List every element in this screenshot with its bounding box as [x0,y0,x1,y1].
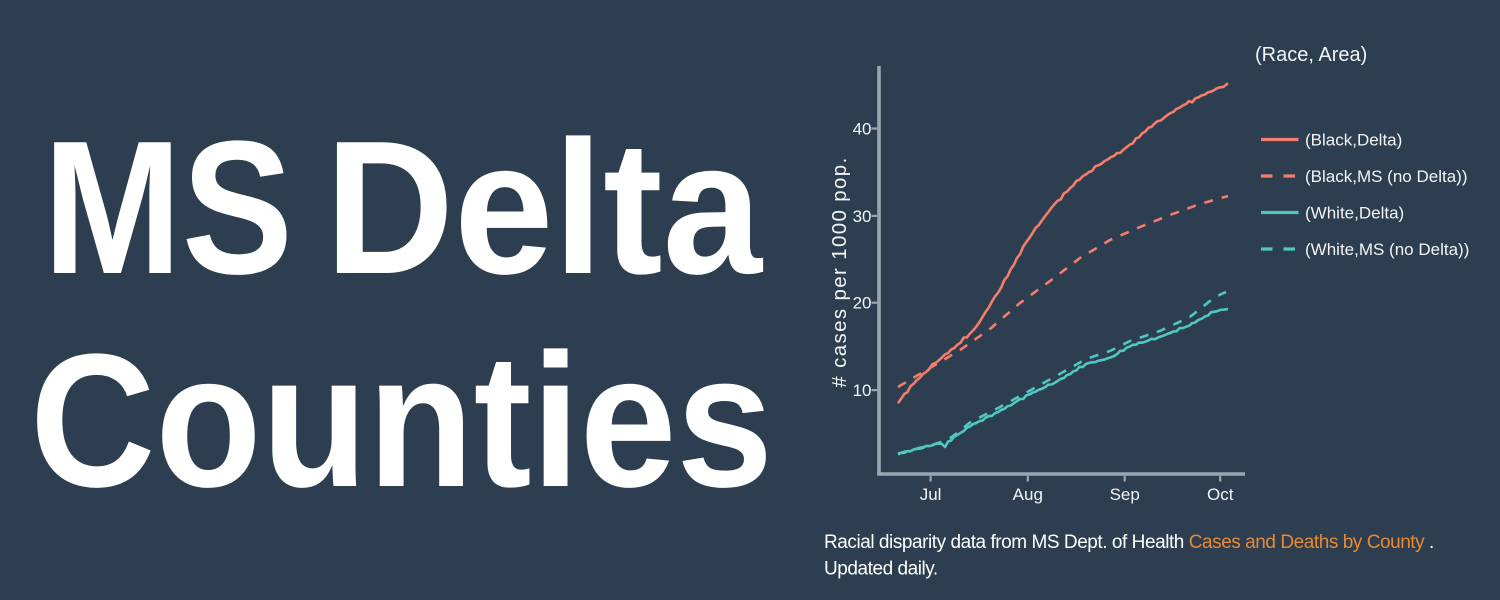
svg-text:Updated daily.: Updated daily. [824,559,938,580]
svg-text:(White,MS (no Delta)): (White,MS (no Delta)) [1305,240,1469,259]
svg-text:10: 10 [853,381,872,400]
svg-text:Delta: Delta [325,102,763,314]
svg-text:(Race, Area): (Race, Area) [1255,44,1367,66]
svg-text:Aug: Aug [1013,485,1043,504]
svg-text:Jul: Jul [920,485,942,504]
svg-text:30: 30 [853,207,872,226]
svg-text:# cases per 1000 pop.: # cases per 1000 pop. [828,156,851,387]
svg-text:MS: MS [43,102,293,314]
svg-text:(Black,Delta): (Black,Delta) [1305,131,1402,150]
svg-text:Counties: Counties [30,315,773,527]
svg-text:(Black,MS (no Delta)): (Black,MS (no Delta)) [1305,167,1467,186]
svg-text:20: 20 [853,294,872,313]
svg-text:40: 40 [853,120,872,139]
svg-text:Sep: Sep [1110,485,1140,504]
svg-text:Oct: Oct [1207,485,1234,504]
svg-text:Racial disparity data from MS: Racial disparity data from MS Dept. of H… [824,532,1434,553]
svg-text:(White,Delta): (White,Delta) [1305,204,1404,223]
